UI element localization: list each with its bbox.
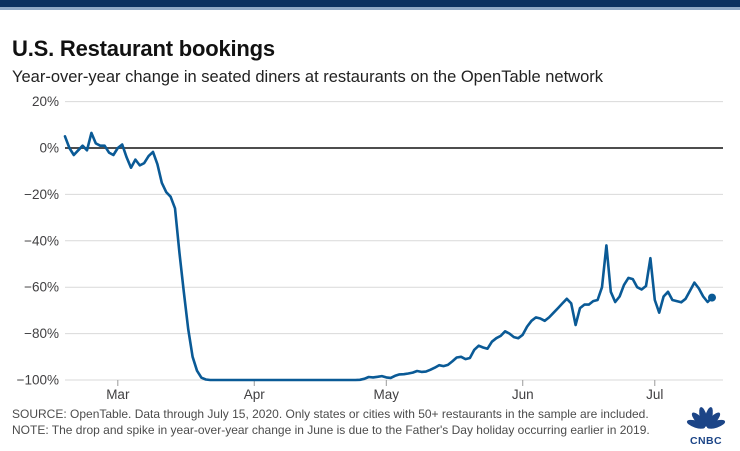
y-axis-label: 0% (39, 141, 59, 156)
y-axis-label: −20% (24, 187, 59, 202)
cnbc-peacock-icon (686, 407, 726, 429)
cnbc-logo-text: CNBC (690, 435, 722, 446)
top-accent-bar (0, 0, 740, 10)
footnote: NOTE: The drop and spike in year-over-ye… (12, 423, 650, 437)
y-axis-label: −40% (24, 233, 59, 248)
source-note: SOURCE: OpenTable. Data through July 15,… (12, 407, 649, 421)
x-axis-label: Jul (646, 387, 663, 402)
page-title: U.S. Restaurant bookings (12, 35, 275, 61)
y-axis-label: −80% (24, 326, 59, 341)
x-axis-label: Apr (244, 387, 266, 402)
page-subtitle: Year-over-year change in seated diners a… (12, 67, 603, 86)
x-axis-label: Mar (106, 387, 130, 402)
x-axis-label: Jun (512, 387, 534, 402)
y-axis-label: −60% (24, 280, 59, 295)
cnbc-logo: CNBC (686, 407, 726, 446)
end-point-marker (708, 293, 716, 302)
y-axis-label: −100% (17, 373, 59, 388)
y-axis-label: 20% (32, 94, 59, 109)
data-line (63, 131, 714, 382)
bookings-line-chart: 20% 0% −20% −40% −60% −80% −100% Mar Apr May Jun Ju… (17, 94, 723, 402)
x-axis-label: May (374, 387, 400, 402)
